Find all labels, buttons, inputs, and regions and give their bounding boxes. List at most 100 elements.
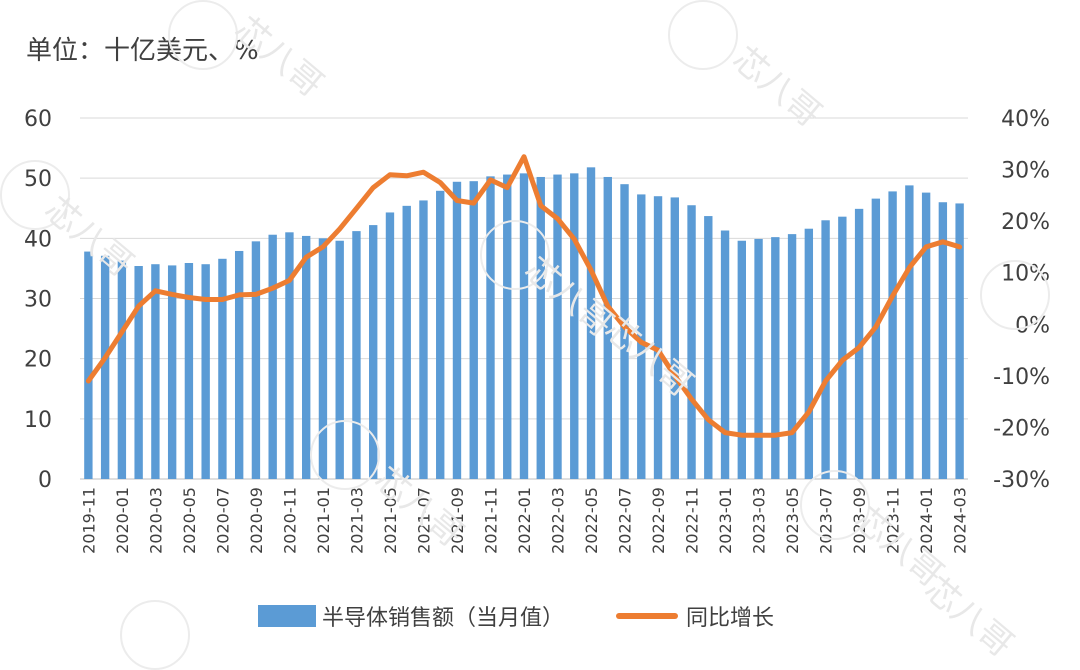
x-axis-tick-label: 2021-01: [314, 487, 333, 554]
bar: [84, 251, 93, 479]
x-axis-tick-label: 2021-11: [481, 487, 500, 554]
bar: [821, 220, 830, 480]
legend-bar-swatch: [258, 605, 316, 627]
bar: [335, 240, 344, 479]
left-axis-tick-label: 20: [24, 348, 52, 373]
x-axis-tick-label: 2020-05: [180, 487, 199, 554]
bar: [469, 181, 478, 480]
bar: [201, 264, 210, 479]
bar: [687, 205, 696, 479]
x-axis-tick-label: 2023-03: [750, 487, 769, 554]
x-axis-tick-label: 2020-07: [213, 487, 232, 554]
bar: [184, 263, 194, 479]
bar: [771, 237, 780, 479]
bar: [905, 185, 914, 480]
x-axis: 2019-11 2020-01 2020-03 2020-05 2020-07 2020-…: [79, 487, 969, 554]
bar: [402, 205, 411, 480]
legend-bar-label: 半导体销售额（当月值）: [322, 606, 565, 631]
bar: [570, 173, 579, 479]
x-axis-tick-label: 2020-01: [113, 487, 132, 554]
right-axis-tick-label: 20%: [1001, 210, 1050, 235]
x-axis-tick-label: 2022-11: [683, 487, 702, 554]
bar: [234, 250, 244, 479]
bar: [251, 241, 261, 479]
bar: [167, 265, 177, 479]
bar: [804, 228, 814, 479]
right-axis-tick-label: -10%: [993, 365, 1050, 390]
bar: [503, 174, 512, 479]
bar: [285, 232, 294, 479]
x-axis-tick-label: 2021-07: [414, 487, 433, 554]
left-axis-tick-label: 60: [24, 107, 52, 132]
bar: [553, 174, 562, 479]
bar: [151, 264, 160, 479]
bar: [737, 240, 746, 479]
left-axis-tick-label: 50: [24, 167, 52, 192]
right-axis-tick-label: -30%: [993, 468, 1050, 493]
bar: [955, 203, 964, 480]
bar: [117, 260, 127, 479]
bar: [268, 234, 277, 479]
bar: [486, 176, 495, 479]
bar: [938, 202, 948, 479]
bar: [302, 235, 311, 479]
bar-series: [84, 167, 964, 480]
x-axis-tick-label: 2022-01: [515, 487, 534, 554]
legend-item-bar[interactable]: 半导体销售额（当月值）: [258, 600, 564, 632]
x-axis-tick-label: 2020-11: [280, 487, 299, 554]
bar: [385, 212, 395, 479]
right-axis-tick-label: 10%: [1001, 262, 1050, 287]
left-axis-tick-label: 0: [38, 468, 52, 493]
x-axis-tick-label: 2020-09: [247, 487, 266, 554]
x-axis-tick-label: 2023-11: [884, 487, 903, 554]
x-axis-tick-label: 2020-03: [146, 487, 165, 554]
x-axis-tick-label: 2022-05: [582, 487, 601, 554]
x-axis-tick-label: 2023-09: [850, 487, 869, 554]
bar: [352, 231, 361, 479]
bar: [871, 198, 881, 479]
bar: [436, 190, 445, 479]
legend-item-line[interactable]: 同比增长: [616, 600, 774, 632]
bar: [369, 225, 378, 479]
x-axis-tick-label: 2024-01: [917, 487, 936, 554]
right-axis-tick-label: 0%: [1015, 313, 1050, 338]
bar: [754, 238, 763, 479]
bar: [586, 167, 596, 479]
x-axis-tick-label: 2024-03: [951, 487, 970, 554]
x-axis-tick-label: 2022-09: [649, 487, 668, 554]
left-axis-tick-label: 40: [24, 227, 52, 252]
bar: [653, 196, 663, 479]
bar: [603, 176, 612, 480]
x-axis-tick-label: 2022-03: [549, 487, 568, 554]
left-axis: 0 10 20 30 40 50 60: [24, 107, 52, 493]
left-axis-tick-label: 30: [24, 288, 52, 313]
x-axis-tick-label: 2021-09: [448, 487, 467, 554]
left-axis-tick-label: 10: [24, 408, 52, 433]
legend: 半导体销售额（当月值） 同比增长: [258, 600, 826, 632]
unit-label: 单位：十亿美元、%: [26, 36, 259, 66]
x-axis-tick-label: 2021-05: [381, 487, 400, 554]
right-axis-tick-label: 30%: [1001, 159, 1050, 184]
x-axis-tick-label: 2023-07: [817, 487, 836, 554]
bar: [452, 181, 462, 479]
right-axis: -30% -20% -10% 0% 10% 20% 30% 40%: [993, 107, 1050, 493]
line-series-path: [85, 154, 963, 438]
x-axis-tick-label: 2022-07: [616, 487, 635, 554]
bar: [720, 230, 730, 479]
bar: [318, 238, 328, 479]
bar: [536, 176, 545, 480]
bar: [419, 200, 428, 479]
x-axis-tick-label: 2021-03: [347, 487, 366, 554]
bar: [218, 258, 227, 479]
bar: [620, 184, 629, 479]
bar: [838, 216, 847, 479]
legend-line-swatch: [616, 613, 679, 619]
bar: [519, 173, 529, 479]
bar: [670, 197, 679, 480]
bar: [100, 255, 110, 479]
x-axis-tick-label: 2019-11: [79, 487, 98, 554]
legend-line-label: 同比增长: [686, 606, 775, 631]
right-axis-tick-label: -20%: [993, 416, 1050, 441]
line-series: [85, 154, 963, 438]
